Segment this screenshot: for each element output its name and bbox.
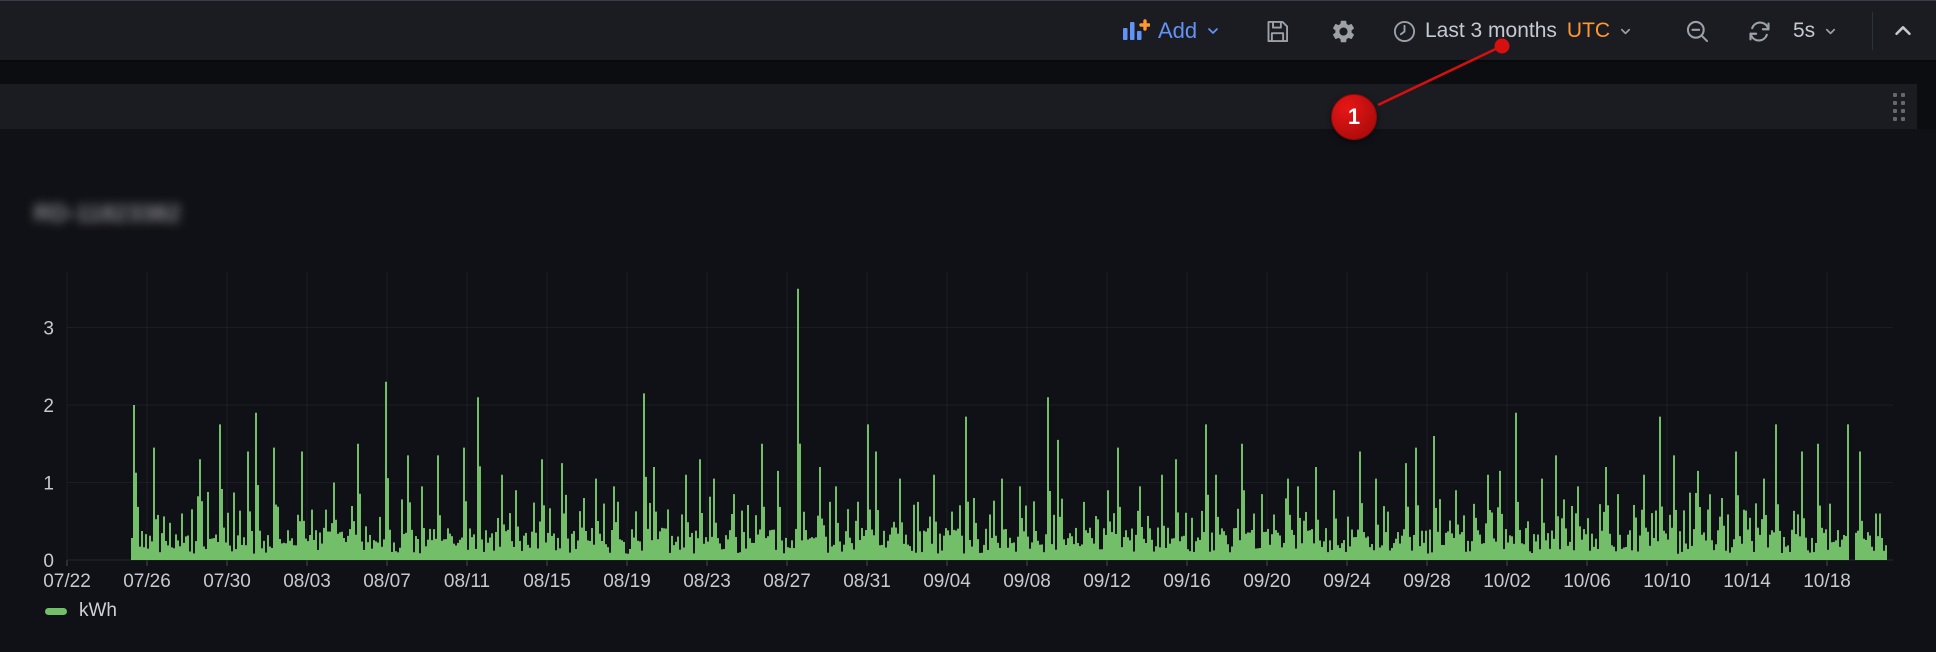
x-tick-label: 09/20: [1243, 571, 1291, 592]
x-tick-label: 08/07: [363, 571, 411, 592]
x-tick-label: 08/15: [523, 571, 571, 592]
legend-swatch: [45, 608, 67, 615]
x-tick-label: 09/16: [1163, 571, 1211, 592]
y-tick-label: 1: [43, 474, 54, 495]
x-tick-label: 09/04: [923, 571, 971, 592]
x-tick-label: 10/02: [1483, 571, 1531, 592]
x-tick-label: 10/10: [1643, 571, 1691, 592]
x-tick-label: 08/19: [603, 571, 651, 592]
timeseries-chart: 07/22 07/26 07/30 08/03 08/07 08/11 08/15 08/19…: [0, 0, 1936, 652]
x-tick-label: 08/23: [683, 571, 731, 592]
x-tick-label: 08/03: [283, 571, 331, 592]
x-tick-label: 09/12: [1083, 571, 1131, 592]
x-tick-label: 08/31: [843, 571, 891, 592]
x-tick-label: 09/24: [1323, 571, 1371, 592]
y-tick-label: 3: [43, 319, 54, 340]
legend-label: kWh: [79, 600, 117, 622]
chart-plot-area[interactable]: [67, 272, 1893, 560]
x-tick-label: 09/28: [1403, 571, 1451, 592]
x-tick-label: 10/18: [1803, 571, 1851, 592]
y-tick-label: 0: [43, 551, 54, 572]
y-tick-label: 2: [43, 396, 54, 417]
x-tick-label: 08/27: [763, 571, 811, 592]
x-tick-label: 10/14: [1723, 571, 1771, 592]
x-tick-label: 07/22: [43, 571, 91, 592]
x-tick-label: 09/08: [1003, 571, 1051, 592]
x-tick-label: 07/26: [123, 571, 171, 592]
legend-item-kwh[interactable]: kWh: [45, 600, 117, 622]
x-tick-label: 08/11: [444, 571, 490, 592]
grafana-dashboard: Add: [0, 0, 1936, 652]
x-tick-label: 07/30: [203, 571, 251, 592]
x-tick-label: 10/06: [1563, 571, 1611, 592]
